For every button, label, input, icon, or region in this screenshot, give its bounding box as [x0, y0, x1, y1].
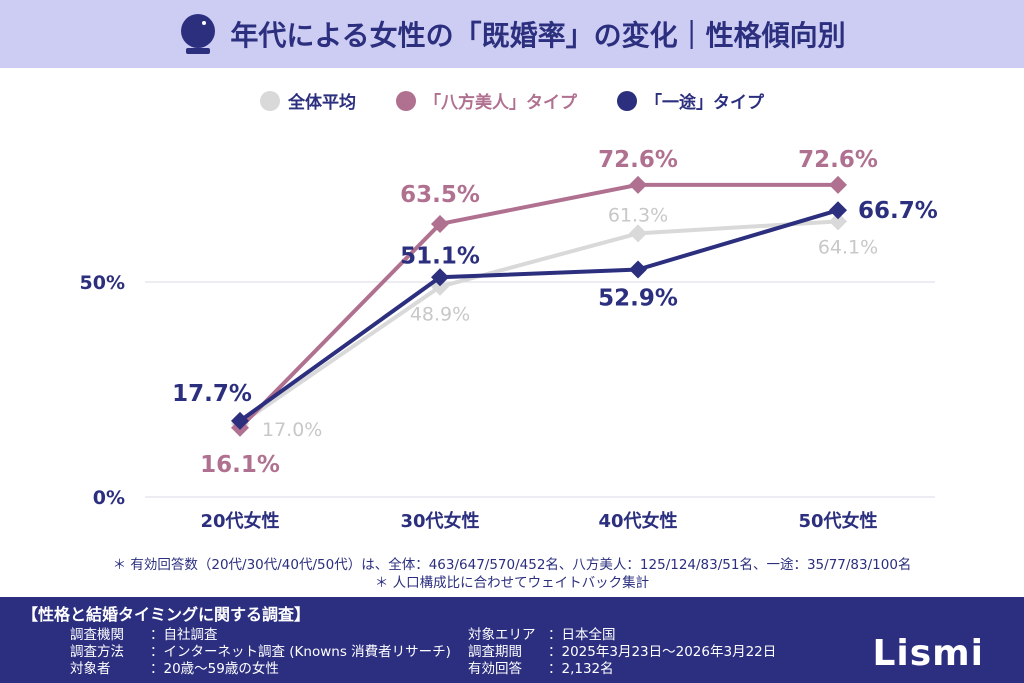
info-label: 調査機関 — [70, 627, 124, 643]
series-line — [238, 208, 839, 423]
note-weighting: ＊ 人口構成比に合わせてウェイトバック集計 — [374, 575, 650, 591]
x-tick-label: 30代女性 — [400, 510, 479, 532]
lismi-logo: Lismi — [872, 633, 984, 674]
info-label: 調査期間 — [468, 644, 522, 660]
header: 年代による女性の「既婚率」の変化｜性格傾向別 — [0, 0, 1024, 68]
legend-label: 全体平均 — [288, 93, 356, 113]
crystal-ball-icon — [181, 14, 216, 54]
notes: ＊ 有効回答数（20代/30代/40代/50代）は、全体：463/647/570… — [0, 556, 1024, 592]
data-label: 52.9% — [598, 286, 678, 312]
survey-info-row: 調査期間 ：2025年3月23日～2026年3月22日 — [468, 644, 776, 661]
page-title: 年代による女性の「既婚率」の変化｜性格傾向別 — [230, 19, 846, 52]
info-value: ：2,132名 — [548, 661, 614, 677]
survey-info-row: 調査機関 ：自社調査 — [70, 627, 451, 644]
legend-item: 「八方美人」タイプ — [396, 88, 577, 113]
survey-info-right: 対象エリア ：日本全国 調査期間 ：2025年3月23日～2026年3月22日 有効回答… — [468, 627, 776, 678]
survey-info-left: 調査機関 ：自社調査調査方法 ：インターネット調査 (Knowns 消費者リサーチ)… — [70, 627, 451, 678]
data-point — [829, 175, 847, 194]
info-label: 調査方法 — [70, 644, 124, 660]
data-point — [629, 224, 647, 243]
info-value: ：日本全国 — [548, 627, 616, 643]
y-tick-label: 50% — [80, 272, 125, 294]
x-tick-label: 50代女性 — [798, 510, 877, 532]
data-label: 66.7% — [858, 198, 938, 224]
legend: 全体平均 「八方美人」タイプ 「一途」タイプ — [0, 88, 1024, 113]
x-tick-label: 40代女性 — [598, 510, 677, 532]
series-line — [238, 182, 838, 430]
survey-info-row: 調査方法 ：インターネット調査 (Knowns 消費者リサーチ) — [70, 644, 451, 661]
data-point — [231, 411, 249, 430]
legend-label: 「一途」タイプ — [645, 93, 764, 113]
line-chart: 0% 50% 20代女性 30代女性 40代女性 50代女性 17.0% 48.9% 61.3%… — [80, 147, 938, 532]
data-label: 48.9% — [410, 304, 470, 326]
legend-marker — [260, 90, 280, 111]
series-line — [238, 219, 839, 426]
info-value: ：自社調査 — [150, 627, 218, 643]
legend-item: 全体平均 — [260, 88, 356, 113]
survey-footer: 【性格と結婚タイミングに関する調査】 調査機関 ：自社調査調査方法 ：インターネット… — [0, 597, 1024, 683]
data-point — [431, 214, 449, 233]
data-label: 51.1% — [400, 243, 480, 269]
survey-info-row: 対象エリア ：日本全国 — [468, 627, 776, 644]
legend-label: 「八方美人」タイプ — [424, 93, 577, 113]
survey-info-row: 対象者 ：20歳～59歳の女性 — [70, 661, 451, 678]
data-label: 63.5% — [400, 182, 480, 208]
data-point — [829, 212, 847, 231]
info-value: ：2025年3月23日～2026年3月22日 — [548, 644, 777, 660]
data-label: 61.3% — [608, 204, 668, 226]
data-label: 64.1% — [818, 236, 878, 258]
y-tick-label: 0% — [93, 487, 125, 509]
legend-marker — [396, 90, 416, 111]
data-point — [431, 268, 449, 287]
legend-item: 「一途」タイプ — [617, 88, 764, 113]
note-responses: ＊ 有効回答数（20代/30代/40代/50代）は、全体：463/647/570… — [112, 557, 912, 573]
info-label: 対象エリア — [468, 627, 536, 643]
x-tick-label: 20代女性 — [200, 510, 279, 532]
info-label: 有効回答 — [468, 661, 522, 677]
info-value: ：20歳～59歳の女性 — [150, 661, 279, 677]
survey-info-row: 有効回答 ：2,132名 — [468, 661, 776, 678]
legend-marker — [617, 90, 637, 111]
data-point — [629, 260, 647, 279]
data-label: 17.0% — [262, 419, 322, 441]
data-label: 16.1% — [200, 452, 280, 478]
info-label: 対象者 — [70, 661, 111, 677]
data-point — [629, 175, 647, 194]
data-label: 72.6% — [598, 147, 678, 173]
data-label: 72.6% — [798, 147, 878, 173]
data-point — [829, 201, 847, 220]
data-label: 17.7% — [172, 381, 252, 407]
survey-title: 【性格と結婚タイミングに関する調査】 — [22, 605, 311, 624]
info-value: ：インターネット調査 (Knowns 消費者リサーチ) — [150, 644, 451, 660]
